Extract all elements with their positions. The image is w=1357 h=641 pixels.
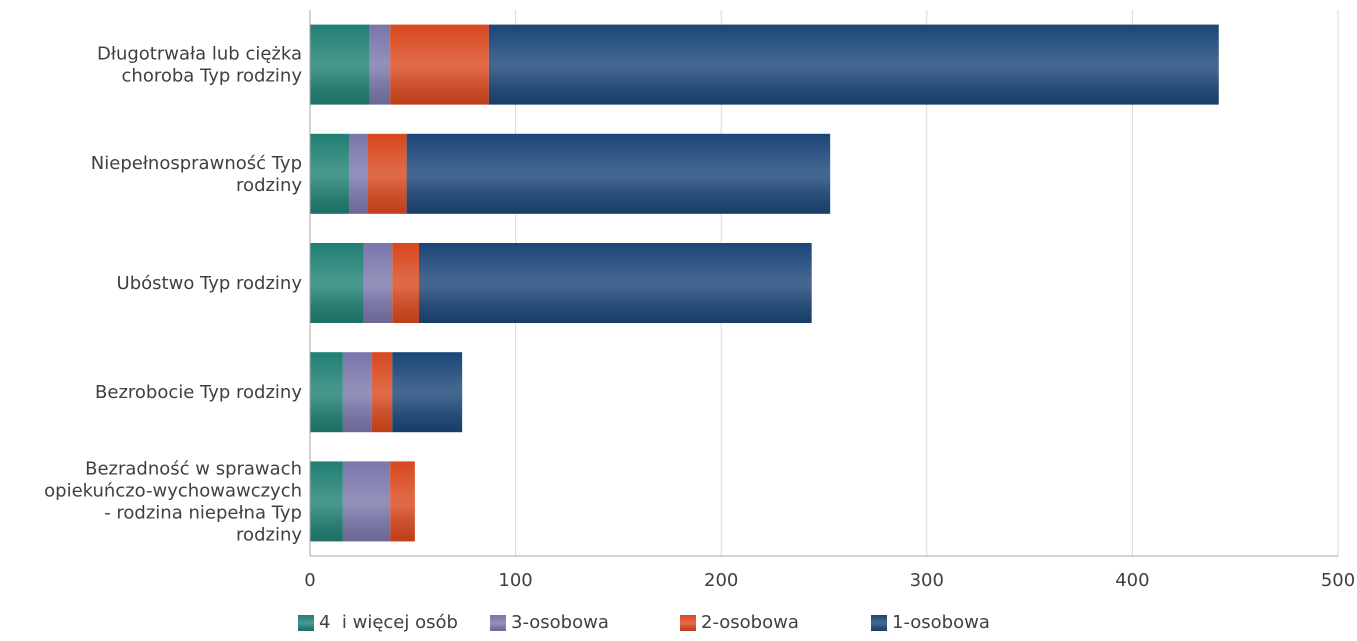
x-tick-label: 300 — [910, 570, 944, 591]
category-label-line: Niepełnosprawność Typ — [91, 153, 302, 174]
bar-segment-sheen — [310, 24, 370, 105]
bar-segment-sheen — [369, 24, 391, 105]
bar-segment-sheen — [367, 133, 407, 214]
bar-segment-sheen — [392, 352, 463, 433]
legend-item: 3-osobowa — [490, 612, 609, 633]
legend-swatch-sheen — [298, 615, 314, 631]
x-tick-label: 0 — [304, 570, 315, 591]
category-label: Niepełnosprawność Typ rodziny — [91, 153, 303, 196]
x-tick-label: 100 — [498, 570, 532, 591]
category-label: Bezradność w sprawach opiekuńczo-wychowaw… — [44, 458, 302, 545]
x-tick-label: 500 — [1321, 570, 1355, 591]
legend-label: 4 i więcej osób — [319, 612, 458, 633]
legend-item: 2-osobowa — [680, 612, 799, 633]
bar-segment-sheen — [342, 461, 391, 542]
bar-segment-sheen — [310, 243, 364, 323]
legend-label: 1-osobowa — [892, 612, 990, 633]
bar-segment-sheen — [342, 352, 372, 433]
legend-label: 3-osobowa — [511, 612, 609, 633]
legend-swatch-sheen — [490, 615, 506, 631]
category-label-line: choroba Typ rodziny — [122, 66, 303, 87]
bar-segment-sheen — [406, 133, 831, 214]
category-label-line: Bezradność w sprawach — [85, 458, 302, 479]
legend-item: 4 i więcej osób — [298, 612, 458, 633]
bar-segment-sheen — [310, 461, 343, 542]
x-tick-labels: 0 100 200 300 400 500 — [304, 570, 1355, 591]
bar-segment-sheen — [392, 243, 419, 323]
legend-label: 2-osobowa — [701, 612, 799, 633]
category-labels: Długotrwała lub ciężka choroba Typ rodzin… — [44, 44, 302, 546]
x-tick-label: 200 — [704, 570, 738, 591]
category-label-line: rodziny — [236, 175, 302, 196]
category-label-line: Długotrwała lub ciężka — [97, 44, 302, 65]
axes — [309, 10, 1338, 557]
category-label: Długotrwała lub ciężka choroba Typ rodzin… — [97, 44, 302, 87]
legend: 4 i więcej osób 3-osobowa 2-osobowa 1-osobo… — [298, 612, 990, 633]
category-label-line: rodziny — [236, 524, 302, 545]
bar-segment-sheen — [349, 133, 368, 214]
bar-segment-sheen — [310, 133, 350, 214]
bar-segment-sheen — [310, 352, 343, 433]
bars — [310, 24, 1219, 542]
bar-segment-sheen — [371, 352, 393, 433]
bar-segment-sheen — [390, 461, 415, 542]
category-label-line: Ubóstwo Typ rodziny — [117, 273, 303, 294]
bar-segment-sheen — [488, 24, 1219, 105]
legend-item: 1-osobowa — [871, 612, 990, 633]
bar-segment-sheen — [390, 24, 489, 105]
x-tick-label: 400 — [1115, 570, 1149, 591]
category-label-line: - rodzina niepełna Typ — [104, 502, 302, 523]
legend-swatch-sheen — [871, 615, 887, 631]
category-label-line: opiekuńczo-wychowawczych — [44, 480, 302, 501]
category-label: Bezrobocie Typ rodziny — [95, 382, 302, 403]
bar-segment-sheen — [418, 243, 812, 323]
category-label: Ubóstwo Typ rodziny — [117, 273, 303, 294]
bar-segment-sheen — [363, 243, 393, 323]
legend-swatch-sheen — [680, 615, 696, 631]
category-label-line: Bezrobocie Typ rodziny — [95, 382, 302, 403]
